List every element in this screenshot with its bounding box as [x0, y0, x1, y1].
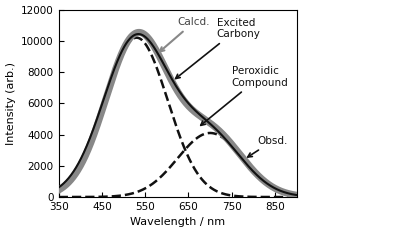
- Text: Excited
Carbony: Excited Carbony: [176, 17, 260, 79]
- Text: Obsd.: Obsd.: [248, 136, 288, 157]
- Text: Peroxidic
Compound: Peroxidic Compound: [201, 66, 288, 125]
- Y-axis label: Intensity (arb.): Intensity (arb.): [5, 62, 16, 145]
- X-axis label: Wavelength / nm: Wavelength / nm: [130, 217, 225, 227]
- Text: Calcd.: Calcd.: [160, 17, 210, 51]
